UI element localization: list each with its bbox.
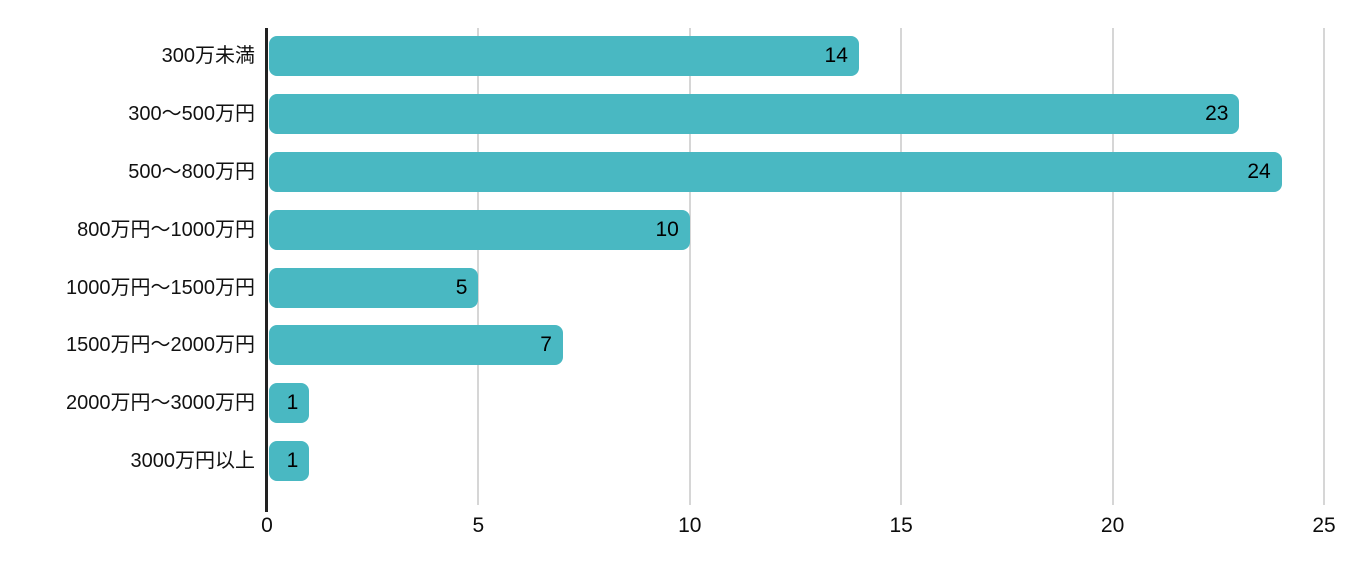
bar-8 xyxy=(269,441,310,482)
category-label: 1000万円〜1500万円 xyxy=(66,276,255,299)
x-tick-label-5: 5 xyxy=(472,514,485,537)
bar-5 xyxy=(269,267,479,308)
bar-value-label: 5 xyxy=(455,275,468,299)
category-label: 3000万円以上 xyxy=(130,450,256,473)
x-tick-label-0: 0 xyxy=(261,514,273,537)
bar-value-label: 10 xyxy=(655,217,679,241)
category-label: 800万円〜1000万円 xyxy=(77,218,255,241)
gridline-x-15 xyxy=(900,28,903,505)
x-axis-zero-line xyxy=(265,28,268,512)
bar-6 xyxy=(269,325,563,366)
bar-2 xyxy=(269,93,1240,134)
bar-value-label: 24 xyxy=(1247,159,1271,183)
category-label: 2000万円〜3000万円 xyxy=(66,392,255,415)
category-label: 1500万円〜2000万円 xyxy=(66,334,255,357)
category-label: 300万未満 xyxy=(161,45,255,67)
bar-3 xyxy=(269,151,1282,192)
bar-value-label: 1 xyxy=(286,391,299,415)
gridline-x-5 xyxy=(477,28,480,505)
gridline-x-25 xyxy=(1323,28,1325,505)
x-tick-label-20: 20 xyxy=(1100,514,1125,537)
category-label: 300〜500万円 xyxy=(128,102,255,125)
bar-value-label: 23 xyxy=(1205,101,1229,125)
bar-value-label: 7 xyxy=(540,333,552,357)
gridline-x-20 xyxy=(1111,28,1114,505)
bar-4 xyxy=(269,209,690,250)
x-tick-label-15: 15 xyxy=(889,514,913,537)
bar-1 xyxy=(269,36,859,76)
bar-value-label: 14 xyxy=(824,44,848,67)
category-label: 500〜800万円 xyxy=(128,160,255,183)
bar-value-label: 1 xyxy=(286,449,299,473)
x-tick-label-25: 25 xyxy=(1312,514,1336,537)
bar-7 xyxy=(269,383,310,424)
gridline-x-10 xyxy=(688,28,691,505)
x-tick-label-10: 10 xyxy=(678,514,702,537)
